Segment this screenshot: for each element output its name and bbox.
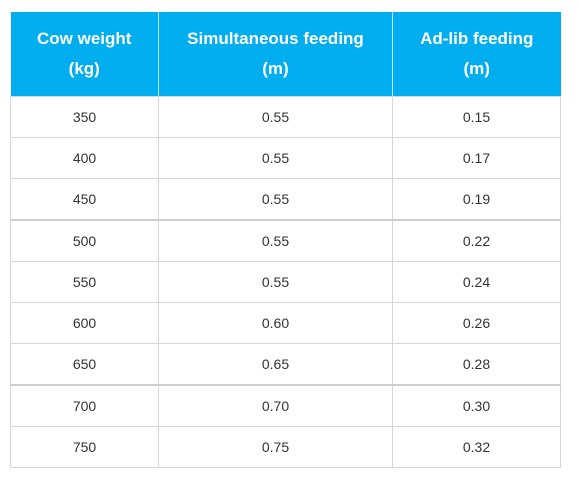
cell-simultaneous-feeding: 0.60 — [158, 302, 393, 344]
header-unit: (kg) — [68, 59, 100, 78]
cell-cow-weight: 700 — [10, 384, 159, 427]
table-header: Cow weight (kg) Simultaneous feeding (m)… — [10, 12, 561, 97]
cell-simultaneous-feeding: 0.55 — [158, 96, 393, 138]
header-label: Cow weight — [37, 29, 132, 48]
cell-simultaneous-feeding: 0.55 — [158, 178, 393, 221]
table-row: 700 0.70 0.30 — [10, 384, 561, 427]
cell-cow-weight: 600 — [10, 302, 159, 344]
header-unit: (m) — [463, 59, 490, 78]
cell-ad-lib-feeding: 0.32 — [392, 426, 561, 468]
cell-cow-weight: 650 — [10, 343, 159, 386]
cell-cow-weight: 550 — [10, 261, 159, 303]
header-row: Cow weight (kg) Simultaneous feeding (m)… — [10, 12, 561, 97]
header-label: Simultaneous feeding — [187, 29, 364, 48]
table-row: 650 0.65 0.28 — [10, 343, 561, 386]
table-row: 750 0.75 0.32 — [10, 426, 561, 468]
table-row: 500 0.55 0.22 — [10, 219, 561, 262]
cell-ad-lib-feeding: 0.26 — [392, 302, 561, 344]
header-simultaneous-feeding: Simultaneous feeding (m) — [158, 12, 393, 97]
header-unit: (m) — [262, 59, 289, 78]
header-cow-weight: Cow weight (kg) — [10, 12, 159, 97]
cell-simultaneous-feeding: 0.70 — [158, 384, 393, 427]
cell-ad-lib-feeding: 0.17 — [392, 137, 561, 179]
table-row: 550 0.55 0.24 — [10, 261, 561, 303]
table-row: 450 0.55 0.19 — [10, 178, 561, 221]
cell-cow-weight: 400 — [10, 137, 159, 179]
table-row: 400 0.55 0.17 — [10, 137, 561, 179]
cell-ad-lib-feeding: 0.24 — [392, 261, 561, 303]
cell-ad-lib-feeding: 0.15 — [392, 96, 561, 138]
cell-simultaneous-feeding: 0.75 — [158, 426, 393, 468]
cell-cow-weight: 450 — [10, 178, 159, 221]
header-label: Ad-lib feeding — [420, 29, 534, 48]
header-ad-lib-feeding: Ad-lib feeding (m) — [392, 12, 561, 97]
cell-simultaneous-feeding: 0.55 — [158, 219, 393, 262]
cell-ad-lib-feeding: 0.19 — [392, 178, 561, 221]
cell-simultaneous-feeding: 0.55 — [158, 137, 393, 179]
feeding-space-table-container: Cow weight (kg) Simultaneous feeding (m)… — [10, 12, 561, 468]
table-row: 600 0.60 0.26 — [10, 302, 561, 344]
cell-cow-weight: 500 — [10, 219, 159, 262]
cell-cow-weight: 750 — [10, 426, 159, 468]
feeding-space-table: Cow weight (kg) Simultaneous feeding (m)… — [10, 12, 561, 468]
cell-ad-lib-feeding: 0.30 — [392, 384, 561, 427]
cell-cow-weight: 350 — [10, 96, 159, 138]
cell-ad-lib-feeding: 0.22 — [392, 219, 561, 262]
cell-simultaneous-feeding: 0.55 — [158, 261, 393, 303]
cell-simultaneous-feeding: 0.65 — [158, 343, 393, 386]
table-body: 350 0.55 0.15 400 0.55 0.17 450 0.55 0.1… — [10, 96, 561, 468]
table-row: 350 0.55 0.15 — [10, 96, 561, 138]
cell-ad-lib-feeding: 0.28 — [392, 343, 561, 386]
